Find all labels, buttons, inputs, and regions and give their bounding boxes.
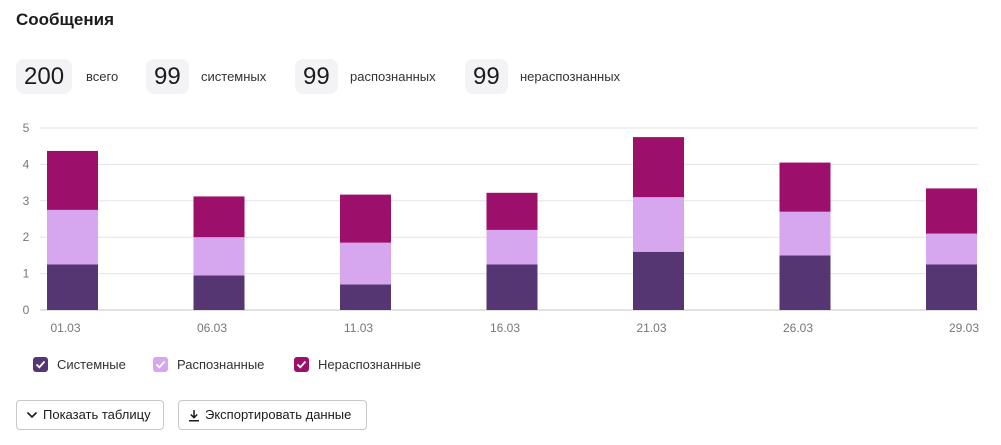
stat-unrecognized-value: 99 (465, 59, 508, 94)
check-icon (155, 360, 166, 369)
x-tick-label: 06.03 (197, 321, 227, 335)
stat-system-value: 99 (146, 59, 189, 94)
y-tick-label: 4 (23, 157, 30, 171)
x-tick-label: 21.03 (636, 321, 666, 335)
bar-segment-unrecognized[interactable] (193, 196, 245, 238)
y-tick-label: 3 (23, 194, 30, 208)
download-icon (189, 410, 199, 422)
legend-swatch-recognized (153, 357, 168, 372)
bar-segment-system[interactable] (926, 264, 977, 311)
bar-segment-system[interactable] (340, 284, 391, 310)
bar-segment-recognized[interactable] (193, 237, 245, 276)
stacked-bar-chart: 0 1 2 3 4 5 01.03 06.03 11.03 16.03 21.03 26.03 29.0… (23, 121, 980, 335)
x-tick-label: 29.03 (949, 321, 979, 335)
show-table-label: Показать таблицу (43, 407, 151, 422)
bar-segment-recognized[interactable] (47, 209, 98, 265)
bar-segment-recognized[interactable] (633, 197, 684, 252)
stat-system-label: системных (201, 69, 267, 84)
bar-segment-system[interactable] (47, 264, 98, 311)
bar-segment-unrecognized[interactable] (779, 162, 831, 212)
chevron-down-icon (26, 411, 38, 419)
bar-segment-unrecognized[interactable] (486, 192, 538, 230)
bar-segment-system[interactable] (633, 251, 684, 310)
stat-recognized-value: 99 (295, 59, 338, 94)
bar-segment-recognized[interactable] (926, 233, 977, 265)
y-tick-label: 5 (23, 121, 30, 135)
bar-segment-unrecognized[interactable] (47, 150, 98, 210)
x-tick-label: 11.03 (344, 321, 373, 335)
bar-segment-recognized[interactable] (340, 242, 391, 285)
legend-label-unrecognized: Нераспознанные (318, 357, 422, 372)
stat-recognized-label: распознанных (350, 69, 436, 84)
export-button[interactable]: Экспортировать данные (178, 400, 367, 430)
check-icon (296, 360, 307, 369)
y-tick-label: 2 (23, 230, 30, 244)
legend-swatch-unrecognized (294, 357, 309, 372)
show-table-button[interactable]: Показать таблицу (16, 400, 164, 430)
export-label: Экспортировать данные (205, 407, 352, 422)
bar-segment-recognized[interactable] (486, 229, 538, 265)
bar-segment-unrecognized[interactable] (633, 137, 684, 198)
stat-total-label: всего (86, 69, 119, 84)
x-tick-label: 26.03 (783, 321, 813, 335)
stat-total-value: 200 (16, 59, 73, 94)
legend-label-system: Системные (57, 357, 126, 372)
bar-segment-system[interactable] (486, 264, 538, 311)
legend-swatch-system (33, 357, 48, 372)
bar-segment-recognized[interactable] (779, 211, 831, 256)
bar-segment-system[interactable] (779, 255, 831, 310)
check-icon (35, 360, 46, 369)
y-tick-label: 0 (23, 303, 30, 317)
x-tick-label: 16.03 (490, 321, 520, 335)
y-tick-label: 1 (23, 267, 30, 281)
stat-unrecognized-label: нераспознанных (520, 69, 621, 84)
x-tick-label: 01.03 (50, 321, 80, 335)
bar-segment-unrecognized[interactable] (340, 194, 391, 243)
bar-segment-unrecognized[interactable] (926, 188, 977, 234)
legend-label-recognized: Распознанные (177, 357, 265, 372)
bar-segment-system[interactable] (193, 275, 245, 310)
page-title: Сообщения (16, 10, 114, 29)
